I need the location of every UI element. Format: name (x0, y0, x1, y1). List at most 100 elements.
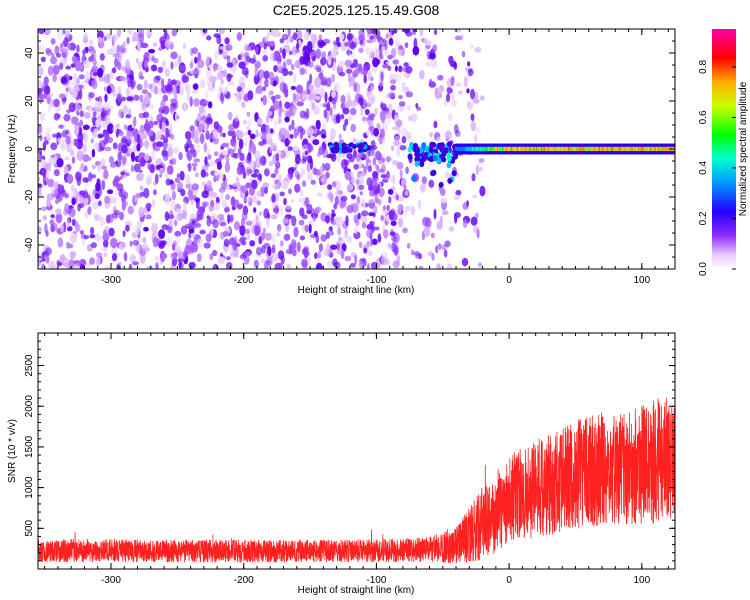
heatmap-speckle (204, 156, 208, 166)
heatmap-speckle (171, 85, 178, 96)
heatmap-speckle (99, 236, 104, 242)
heatmap-speckle (380, 215, 384, 221)
heatmap-speckle (199, 133, 205, 144)
heatmap-speckle (299, 130, 303, 140)
heatmap-speckle (415, 155, 421, 162)
heatmap-speckle (398, 101, 406, 107)
heatmap-speckle (65, 30, 71, 38)
heatmap-speckle (278, 107, 282, 118)
heatmap-speckle (174, 230, 182, 237)
heatmap-speckle (454, 35, 462, 41)
heatmap-speckle (303, 251, 310, 257)
heatmap-xlabel: Height of straight line (km) (298, 285, 415, 296)
heatmap-speckle (150, 150, 156, 161)
heatmap-speckle (255, 129, 259, 138)
x-tick-label: -100 (366, 575, 386, 586)
heatmap-speckle (297, 241, 301, 253)
heatmap-speckle (419, 157, 425, 164)
y-tick-label: 40 (24, 47, 35, 59)
heatmap-speckle (363, 247, 368, 254)
heatmap-speckle (260, 131, 267, 142)
heatmap-speckle (246, 111, 251, 117)
heatmap-speckle (173, 80, 181, 88)
heatmap-speckle (143, 187, 150, 199)
heatmap-speckle (398, 45, 404, 50)
heatmap-speckle (299, 67, 305, 76)
heatmap-speckle (112, 53, 120, 58)
heatmap-speckle (176, 115, 180, 120)
heatmap-speckle (334, 196, 339, 206)
heatmap-speckle (361, 222, 366, 229)
heatmap-speckle (282, 48, 286, 59)
heatmap-speckle (180, 225, 188, 235)
heatmap-speckle (347, 73, 351, 83)
heatmap-speckle (160, 78, 165, 87)
heatmap-speckle (137, 29, 145, 39)
heatmap-speckle (216, 35, 222, 45)
heatmap-speckle (340, 195, 348, 202)
heatmap-speckle (453, 194, 461, 201)
heatmap-speckle (145, 202, 152, 210)
heatmap-speckle (284, 116, 290, 123)
heatmap-speckle (450, 76, 455, 87)
heatmap-speckle (83, 235, 90, 240)
heatmap-speckle (310, 234, 317, 239)
heatmap-speckle (122, 76, 129, 83)
heatmap-speckle (160, 130, 165, 136)
heatmap-speckle (458, 90, 463, 95)
heatmap-speckle (259, 69, 264, 80)
heatmap-speckle (272, 207, 280, 214)
heatmap-speckle (42, 215, 47, 221)
heatmap-speckle (266, 217, 270, 229)
heatmap-speckle (417, 199, 422, 210)
heatmap-speckle (472, 194, 478, 199)
heatmap-speckle (438, 181, 444, 188)
heatmap-speckle (296, 174, 300, 181)
heatmap-speckle (335, 36, 340, 44)
heatmap-speckle (470, 216, 478, 226)
heatmap-speckle (57, 237, 64, 248)
heatmap-speckle (75, 124, 80, 135)
heatmap-speckle (414, 151, 420, 158)
heatmap-speckle (134, 225, 140, 236)
heatmap-speckle (188, 261, 196, 269)
heatmap-speckle (359, 143, 365, 148)
y-tick-label: 500 (24, 520, 35, 537)
heatmap-speckle (83, 165, 88, 172)
heatmap-speckle (462, 202, 469, 211)
heatmap-speckle (317, 251, 322, 259)
heatmap-speckle (344, 41, 351, 47)
heatmap-speckle (164, 211, 170, 222)
heatmap-speckle (266, 259, 272, 266)
heatmap-speckle (340, 249, 345, 260)
heatmap-speckle (219, 130, 223, 137)
heatmap-speckle (420, 182, 426, 193)
heatmap-speckle (430, 58, 438, 69)
heatmap-speckle (284, 139, 291, 145)
heatmap-speckle (470, 113, 475, 122)
heatmap-speckle (186, 91, 190, 102)
heatmap-speckle (102, 246, 108, 252)
heatmap-speckle (226, 185, 231, 191)
heatmap-speckle (314, 207, 320, 215)
heatmap-speckle (53, 98, 60, 108)
heatmap-speckle (352, 37, 359, 42)
heatmap-speckle (197, 52, 202, 62)
heatmap-speckle (353, 163, 359, 170)
heatmap-speckle (387, 242, 392, 249)
heatmap-speckle (164, 194, 171, 206)
heatmap-speckle (348, 142, 354, 148)
heatmap-speckle (334, 45, 340, 54)
heatmap-speckle (328, 96, 333, 103)
heatmap-speckle (119, 211, 124, 221)
colorbar-tick-label: 0.4 (698, 161, 709, 175)
heatmap-speckle (359, 39, 364, 45)
heatmap-speckle (314, 64, 322, 71)
heatmap-speckle (50, 142, 58, 151)
heatmap-speckle (91, 148, 96, 158)
heatmap-speckle (248, 187, 255, 196)
heatmap-speckle (253, 168, 260, 174)
heatmap-speckle (97, 133, 104, 139)
heatmap-speckle (93, 128, 98, 136)
heatmap-speckle (277, 262, 283, 269)
